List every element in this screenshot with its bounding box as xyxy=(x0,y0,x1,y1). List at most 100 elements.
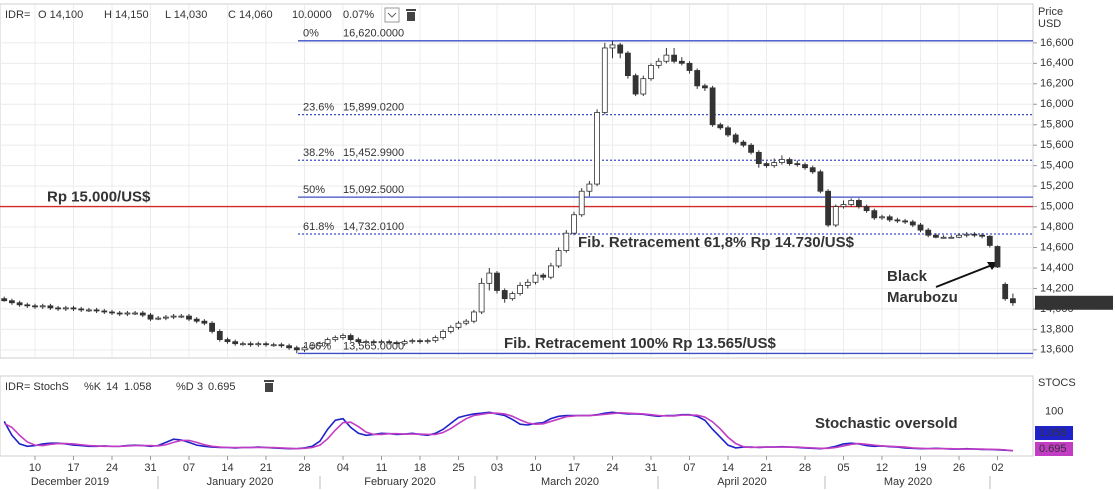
stoch-value-label: 0.695 xyxy=(1039,443,1067,455)
candle-body xyxy=(786,159,793,165)
candle-body xyxy=(524,281,531,286)
candle-body xyxy=(825,190,831,226)
header-high: H 14,150 xyxy=(104,9,149,21)
candle-body xyxy=(871,210,878,219)
candle-body xyxy=(902,220,908,223)
x-tick-label: 10 xyxy=(29,462,41,474)
candle-body xyxy=(162,316,169,319)
last-price-box xyxy=(1035,295,1113,310)
candle-body xyxy=(625,52,631,77)
y-tick-label: 100 xyxy=(1045,405,1063,417)
candle-body xyxy=(594,112,600,185)
candle-body xyxy=(748,144,754,153)
candle-body xyxy=(725,127,731,136)
candle-body xyxy=(463,320,470,324)
x-tick-label: 10 xyxy=(529,462,541,474)
annotation: Marubozu xyxy=(887,289,958,306)
fib-percent: 61.8% xyxy=(303,221,334,233)
candle-body xyxy=(409,340,416,343)
y-tick-label: 15,600 xyxy=(1040,139,1074,151)
candle-body xyxy=(355,339,362,343)
candle-body xyxy=(478,282,485,313)
dropdown-button[interactable] xyxy=(384,7,400,23)
candle-body xyxy=(555,250,562,267)
x-tick-label: 31 xyxy=(645,462,657,474)
x-tick-label: 24 xyxy=(606,462,618,474)
x-group-label: February 2020 xyxy=(364,476,436,488)
candle-body xyxy=(986,235,993,246)
x-tick-label: 04 xyxy=(337,462,349,474)
delete-icon[interactable] xyxy=(406,9,416,21)
candle-body xyxy=(840,204,847,207)
x-group-label: March 2020 xyxy=(541,476,599,488)
candle-body xyxy=(393,342,400,345)
candle-body xyxy=(863,206,870,212)
header-change-pct: 0.07% xyxy=(343,9,374,21)
y-tick-label: 16,200 xyxy=(1040,78,1074,90)
candle-body xyxy=(270,344,277,347)
annotation-arrow xyxy=(935,264,993,288)
candle-body xyxy=(109,311,115,314)
candle-body xyxy=(201,320,208,324)
header-change: 10.0000 xyxy=(292,9,332,21)
annotation: Black xyxy=(887,268,928,285)
candle-body xyxy=(848,200,855,205)
stoch-value-box xyxy=(1035,426,1073,440)
candle-body xyxy=(802,164,808,169)
delete-icon[interactable] xyxy=(264,380,274,392)
fib-value: 16,620.0000 xyxy=(343,28,404,40)
candle-body xyxy=(193,318,200,322)
candle-body xyxy=(771,162,778,167)
candle-body xyxy=(948,236,955,239)
y-tick-label: 16,600 xyxy=(1040,37,1074,49)
candle-body xyxy=(93,309,100,312)
candle-body xyxy=(809,167,816,173)
candle-body xyxy=(170,315,177,318)
stoch-d-period: 3 xyxy=(197,381,203,393)
candle-body xyxy=(309,345,316,349)
stoch-value-box xyxy=(1035,442,1073,456)
x-tick-label: 21 xyxy=(260,462,272,474)
candle-body xyxy=(70,307,77,310)
candle-body xyxy=(301,347,308,351)
y-tick-label: 13,800 xyxy=(1040,323,1074,335)
y-tick-label: 16,000 xyxy=(1040,98,1074,110)
x-group-label: January 2020 xyxy=(207,476,274,488)
candle-body xyxy=(124,312,131,315)
candle-body xyxy=(147,314,154,320)
candle-body xyxy=(378,341,385,344)
y-tick-label: 14,600 xyxy=(1040,241,1074,253)
candle-body xyxy=(940,236,947,239)
fib-value: 15,092.5000 xyxy=(343,184,404,196)
candle-body xyxy=(216,331,223,341)
candle-body xyxy=(601,47,608,113)
candle-body xyxy=(617,44,624,54)
x-tick-label: 17 xyxy=(568,462,580,474)
candle-body xyxy=(363,341,370,344)
candle-body xyxy=(324,339,331,345)
candle-body xyxy=(632,75,639,95)
candle-body xyxy=(47,305,54,309)
candle-body xyxy=(286,345,293,349)
candle-body xyxy=(548,265,554,278)
candle-body xyxy=(609,44,616,49)
candle-body xyxy=(424,340,431,343)
candle-body xyxy=(132,312,139,315)
candle-body xyxy=(925,229,932,236)
candle-body xyxy=(347,335,354,341)
y-tick-label: 15,400 xyxy=(1040,160,1074,172)
fib-percent: 0% xyxy=(303,28,319,40)
x-tick-label: 31 xyxy=(144,462,156,474)
candle-body xyxy=(62,307,69,310)
candle-body xyxy=(417,340,423,343)
x-tick-label: 07 xyxy=(683,462,695,474)
candle-body xyxy=(186,315,192,320)
candle-body xyxy=(909,221,916,226)
x-tick-label: 11 xyxy=(376,462,387,474)
stoch-k-period: 14 xyxy=(106,381,118,393)
candle-body xyxy=(340,335,346,338)
candle-body xyxy=(209,322,216,332)
candle-body xyxy=(917,224,924,231)
candle-body xyxy=(963,233,970,236)
